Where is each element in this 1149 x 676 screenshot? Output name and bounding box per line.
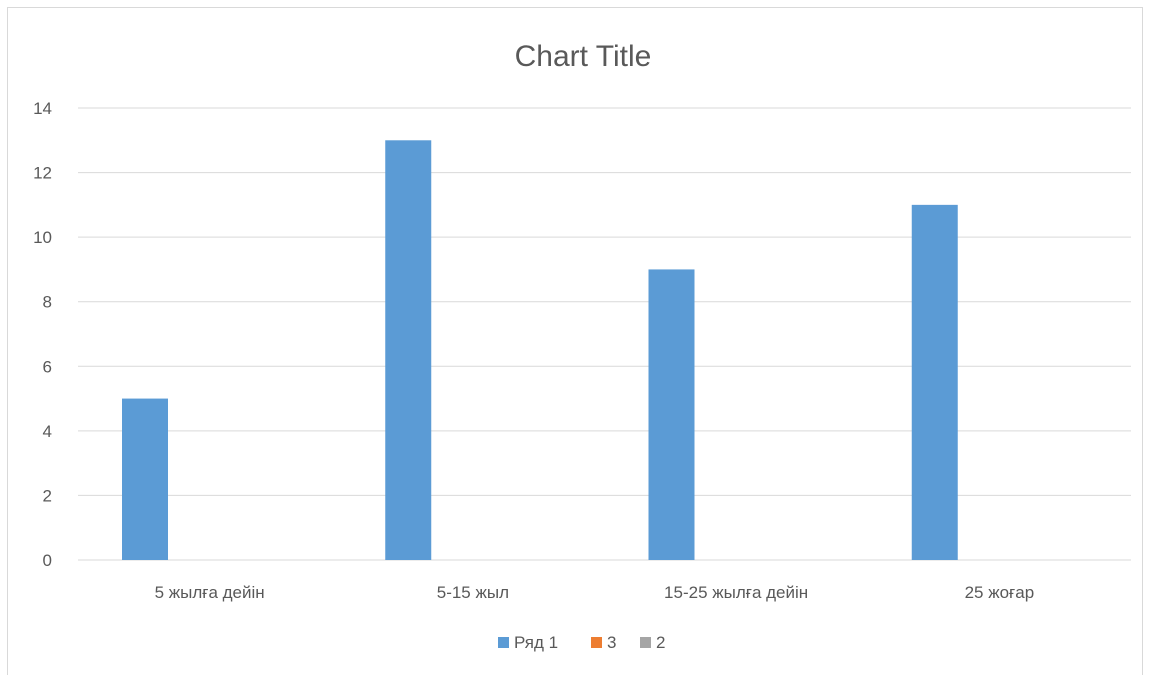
bar-2 <box>385 140 432 561</box>
gridlines <box>78 107 1131 561</box>
y-tick-label: 6 <box>43 357 52 376</box>
y-tick-label: 12 <box>33 164 52 183</box>
y-tick-label: 2 <box>43 486 52 505</box>
legend-label: 2 <box>656 633 665 652</box>
y-tick-label: 14 <box>33 99 52 118</box>
legend-label: Ряд 1 <box>514 633 558 652</box>
legend-swatch <box>498 637 509 648</box>
bar-4 <box>911 204 958 560</box>
legend-swatch <box>640 637 651 648</box>
x-category-label: 5 жылға дейін <box>155 583 265 602</box>
x-category-label: 25 жоғар <box>965 583 1035 602</box>
y-tick-label: 8 <box>43 293 52 312</box>
bar-1 <box>122 398 168 560</box>
bar-3 <box>648 269 695 560</box>
x-category-label: 5-15 жыл <box>437 583 509 602</box>
legend-swatch <box>591 637 602 648</box>
x-axis-categories: 5 жылға дейін 5-15 жыл 15-25 жылға дейін 25… <box>155 583 1035 602</box>
y-axis-ticks: 0 2 4 6 8 10 12 14 <box>33 99 52 570</box>
chart-title: Chart Title <box>515 40 652 73</box>
x-category-label: 15-25 жылға дейін <box>664 583 808 602</box>
chart-frame <box>7 7 1143 675</box>
y-tick-label: 10 <box>33 228 52 247</box>
legend-label: 3 <box>607 633 616 652</box>
y-tick-label: 0 <box>43 551 52 570</box>
legend: Ряд 1 3 2 <box>498 633 665 652</box>
bars <box>122 140 958 561</box>
y-tick-label: 4 <box>43 422 52 441</box>
